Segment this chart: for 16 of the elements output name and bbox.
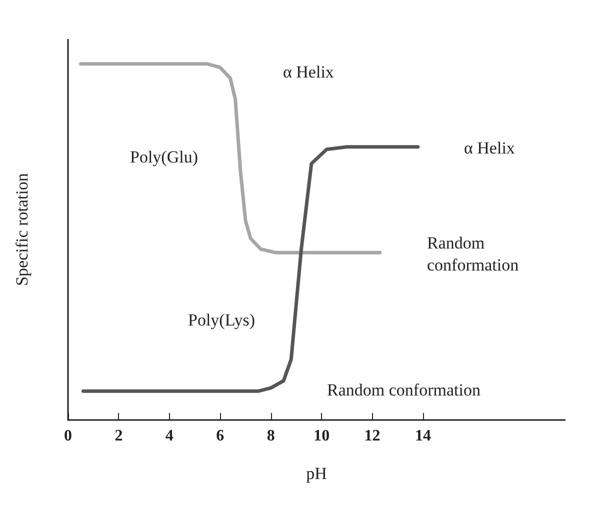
x-tick-label: 6 bbox=[216, 428, 224, 444]
annotation: Random conformation bbox=[427, 234, 520, 274]
x-tick-label: 2 bbox=[114, 428, 123, 444]
x-tick-label: 0 bbox=[64, 428, 72, 444]
y-axis-title: Specific rotation bbox=[12, 172, 32, 286]
x-tick-label: 4 bbox=[165, 428, 174, 444]
annotation: Poly(Glu) bbox=[130, 148, 198, 166]
annotation: Poly(Lys) bbox=[188, 310, 256, 330]
annotation: α Helix bbox=[464, 138, 516, 158]
annotation: α Helix bbox=[283, 62, 334, 82]
x-tick-label: 14 bbox=[415, 428, 431, 444]
x-tick-label: 8 bbox=[266, 428, 275, 444]
x-axis-title: pH bbox=[306, 464, 327, 483]
annotation: Random conformation bbox=[327, 380, 481, 400]
x-tick-label: 12 bbox=[364, 428, 380, 444]
x-tick-label: 10 bbox=[314, 428, 330, 444]
